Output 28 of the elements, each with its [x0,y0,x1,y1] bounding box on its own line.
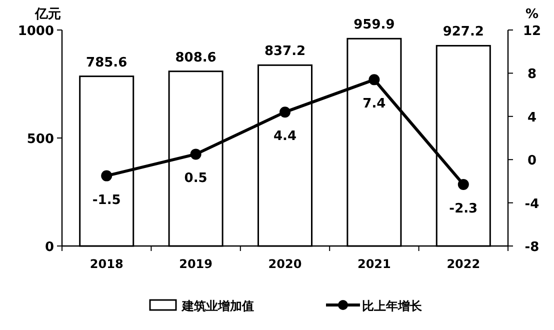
ytick: 500 [26,132,54,147]
y2tick: -8 [524,240,540,255]
label: 837.2 [264,44,306,60]
xtick: 2019 [179,257,212,271]
y2tick: 4 [527,110,537,126]
legend: 建筑业增加值 [182,299,254,313]
label: 0.5 [184,171,208,186]
xtick: 2021 [358,257,391,271]
label: 4.4 [273,129,297,144]
y2label: % [525,7,539,22]
ytick: 0 [44,240,54,255]
label: -2.3 [449,201,478,216]
xtick: 2022 [446,257,480,271]
label: -1.5 [92,192,121,208]
y2tick: -4 [524,196,540,212]
xtick: 2020 [268,257,302,271]
label: 785.6 [86,55,128,70]
legend: 比上年增长 [362,299,422,313]
label: 959.9 [354,18,395,33]
ytick: 1000 [18,24,54,39]
label: 927.2 [442,24,484,40]
y2tick: 12 [522,24,542,39]
label: 808.6 [175,50,216,66]
label: 7.4 [362,96,386,112]
y2tick: 0 [527,154,537,169]
xtick: 2018 [90,257,124,271]
ylabel: 亿元 [35,7,61,22]
y2tick: 8 [527,67,537,82]
